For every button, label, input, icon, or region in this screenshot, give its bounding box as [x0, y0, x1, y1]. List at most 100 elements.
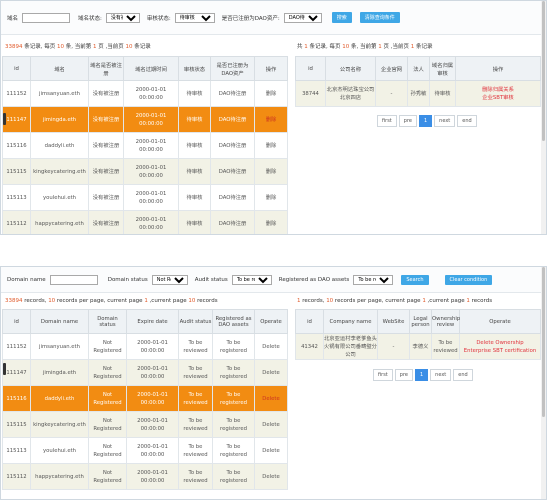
table-row[interactable]: 115113 youlehui.eth 没有被注册 2000-01-01 00:00:…: [2, 184, 288, 211]
pager-end[interactable]: end: [457, 115, 477, 127]
table-row[interactable]: 111152 jimsanyuan.eth 没有被注册 2000-01-01 00:0…: [2, 80, 288, 107]
cell-expire: 2000-01-01 00:00:00: [126, 359, 179, 386]
delete-link[interactable]: Delete: [254, 385, 288, 412]
table-header: id 公司名称 企业官网 法人 域名归属审核 操作: [295, 56, 541, 81]
table-row[interactable]: 115112 happycatering.eth 没有被注册 2000-01-01 0…: [2, 210, 288, 234]
col-operate: 操作: [254, 56, 288, 81]
delete-link[interactable]: 删除: [254, 210, 288, 234]
pager-prev[interactable]: pre: [394, 369, 413, 381]
clear-button[interactable]: 清除查询条件: [359, 12, 400, 23]
table-row[interactable]: 38744 北京杰明达珠宝公司北京四店 - 孙秀敏 待审核 删除归属关系 企业SB…: [295, 80, 541, 107]
row-drag-handle[interactable]: [3, 113, 6, 125]
table-header: id Company name WebSite Legal person Own…: [295, 309, 541, 334]
search-button[interactable]: Search: [401, 274, 429, 285]
scrollbar[interactable]: [541, 1, 546, 234]
table-row[interactable]: 115112 happycatering.eth Not Registered 200…: [2, 463, 288, 490]
cell-id: 111152: [2, 333, 31, 360]
delete-link[interactable]: 删除: [254, 80, 288, 107]
cell-dao: To be registered: [212, 411, 255, 438]
cell-status: Not Registered: [88, 463, 127, 490]
col-dao: Registered as DAO assets: [212, 309, 255, 334]
pager-end[interactable]: end: [453, 369, 473, 381]
col-company: 公司名称: [325, 56, 376, 81]
cell-domain: kingkeycatering.eth: [30, 158, 89, 185]
delete-link[interactable]: Delete: [254, 333, 288, 360]
delete-link[interactable]: Delete: [254, 411, 288, 438]
row-drag-handle[interactable]: [3, 363, 6, 375]
cell-audit: 待审核: [178, 210, 211, 234]
cell-status: 没有被注册: [88, 210, 124, 234]
right-record-summary: 1 records, 10 records per page, current …: [297, 298, 493, 304]
scrollbar[interactable]: [541, 267, 546, 499]
cell-expire: 2000-01-01 00:00:00: [126, 333, 179, 360]
pager-page-1[interactable]: 1: [418, 115, 433, 127]
col-ownership: 域名归属审核: [429, 56, 456, 81]
cell-expire: 2000-01-01 00:00:00: [126, 463, 179, 490]
table-row[interactable]: 115115 kingkeycatering.eth Not Registered 2…: [2, 411, 288, 438]
cell-domain: happycatering.eth: [30, 210, 89, 234]
status-select[interactable]: Not Regis: [151, 274, 188, 285]
pager-page-1[interactable]: 1: [414, 369, 429, 381]
sbt-review-link[interactable]: 企业SBT审核: [482, 94, 514, 101]
col-ownership: Ownership review: [431, 309, 460, 334]
cell-dao: DAO待注册: [210, 184, 255, 211]
cell-dao: To be registered: [212, 333, 255, 360]
dao-select[interactable]: DAO待注册: [283, 12, 322, 23]
delete-link[interactable]: 删除: [254, 106, 288, 133]
domain-input[interactable]: [49, 274, 98, 285]
cell-domain: happycatering.eth: [30, 463, 89, 490]
cell-company: 北京亚运村李老爹鱼头火锅有限公司番畴璧分公司: [323, 333, 378, 360]
cell-status: Not Registered: [88, 359, 127, 386]
table-row-selected[interactable]: 111147 jimingda.eth 没有被注册 2000-01-01 00:00:…: [2, 106, 288, 133]
audit-select[interactable]: To be revie: [231, 274, 272, 285]
col-id: id: [2, 56, 31, 81]
status-label: 域名状态:: [78, 15, 102, 22]
delete-link[interactable]: Delete: [254, 437, 288, 464]
col-domain: 域名: [30, 56, 89, 81]
cell-domain: daddyli.eth: [30, 132, 89, 159]
cell-expire: 2000-01-01 00:00:00: [123, 210, 179, 234]
delete-link[interactable]: 删除: [254, 184, 288, 211]
table-row[interactable]: 111147 jimingda.eth Not Registered 2000-01-…: [2, 359, 288, 386]
col-legal: Legal person: [409, 309, 432, 334]
table-row[interactable]: 111152 jimsanyuan.eth Not Registered 2000-0…: [2, 333, 288, 360]
pagination: first pre 1 next end: [373, 369, 473, 381]
delete-link[interactable]: 删除: [254, 132, 288, 159]
cell-audit: To be reviewed: [178, 463, 213, 490]
pager-first[interactable]: first: [377, 115, 397, 127]
delete-link[interactable]: 删除: [254, 158, 288, 185]
cell-domain: daddyli.eth: [30, 385, 89, 412]
domain-input[interactable]: [22, 12, 71, 23]
delete-link[interactable]: Delete: [254, 463, 288, 490]
table-row[interactable]: 115116 daddyli.eth 没有被注册 2000-01-01 00:00:0…: [2, 132, 288, 159]
dao-select[interactable]: To be regis: [353, 274, 394, 285]
status-select[interactable]: 没有被注册: [105, 12, 140, 23]
cell-id: 115115: [2, 411, 31, 438]
cell-domain: jimingda.eth: [30, 359, 89, 386]
cell-id: 115113: [2, 437, 31, 464]
admin-panel-chinese: 域名 域名状态: 没有被注册 审核状态: 待审核 是否已注册为DAO资产: DA…: [0, 0, 547, 235]
cell-id: 115112: [2, 210, 31, 234]
cell-id: 115116: [2, 132, 31, 159]
table-row[interactable]: 115115 kingkeycatering.eth 没有被注册 2000-01-01…: [2, 158, 288, 185]
cell-legal: 孙秀敏: [407, 80, 430, 107]
delete-ownership-link[interactable]: 删除归属关系: [482, 86, 514, 93]
pager-next[interactable]: next: [430, 369, 452, 381]
delete-ownership-link[interactable]: Delete Ownership: [476, 339, 524, 346]
pager-first[interactable]: first: [373, 369, 393, 381]
search-button[interactable]: 搜索: [331, 12, 352, 23]
pager-prev[interactable]: pre: [398, 115, 417, 127]
left-record-summary: 33894 records, 10 records per page, curr…: [5, 298, 218, 304]
pager-next[interactable]: next: [434, 115, 456, 127]
cell-ownership: To be reviewed: [431, 333, 460, 360]
table-row[interactable]: 115113 youlehui.eth Not Registered 2000-01-…: [2, 437, 288, 464]
cell-expire: 2000-01-01 00:00:00: [123, 184, 179, 211]
clear-button[interactable]: Clear condition: [444, 274, 493, 285]
table-row[interactable]: 41342 北京亚运村李老爹鱼头火锅有限公司番畴璧分公司 - 李德义 To be…: [295, 333, 541, 360]
cell-expire: 2000-01-01 00:00:00: [123, 106, 179, 133]
sbt-certification-link[interactable]: Enterprise SBT certification: [463, 347, 537, 354]
audit-select[interactable]: 待审核: [174, 12, 215, 23]
cell-audit: To be reviewed: [178, 333, 213, 360]
table-row-selected[interactable]: 115116 daddyli.eth Not Registered 2000-01-0…: [2, 385, 288, 412]
delete-link[interactable]: Delete: [254, 359, 288, 386]
